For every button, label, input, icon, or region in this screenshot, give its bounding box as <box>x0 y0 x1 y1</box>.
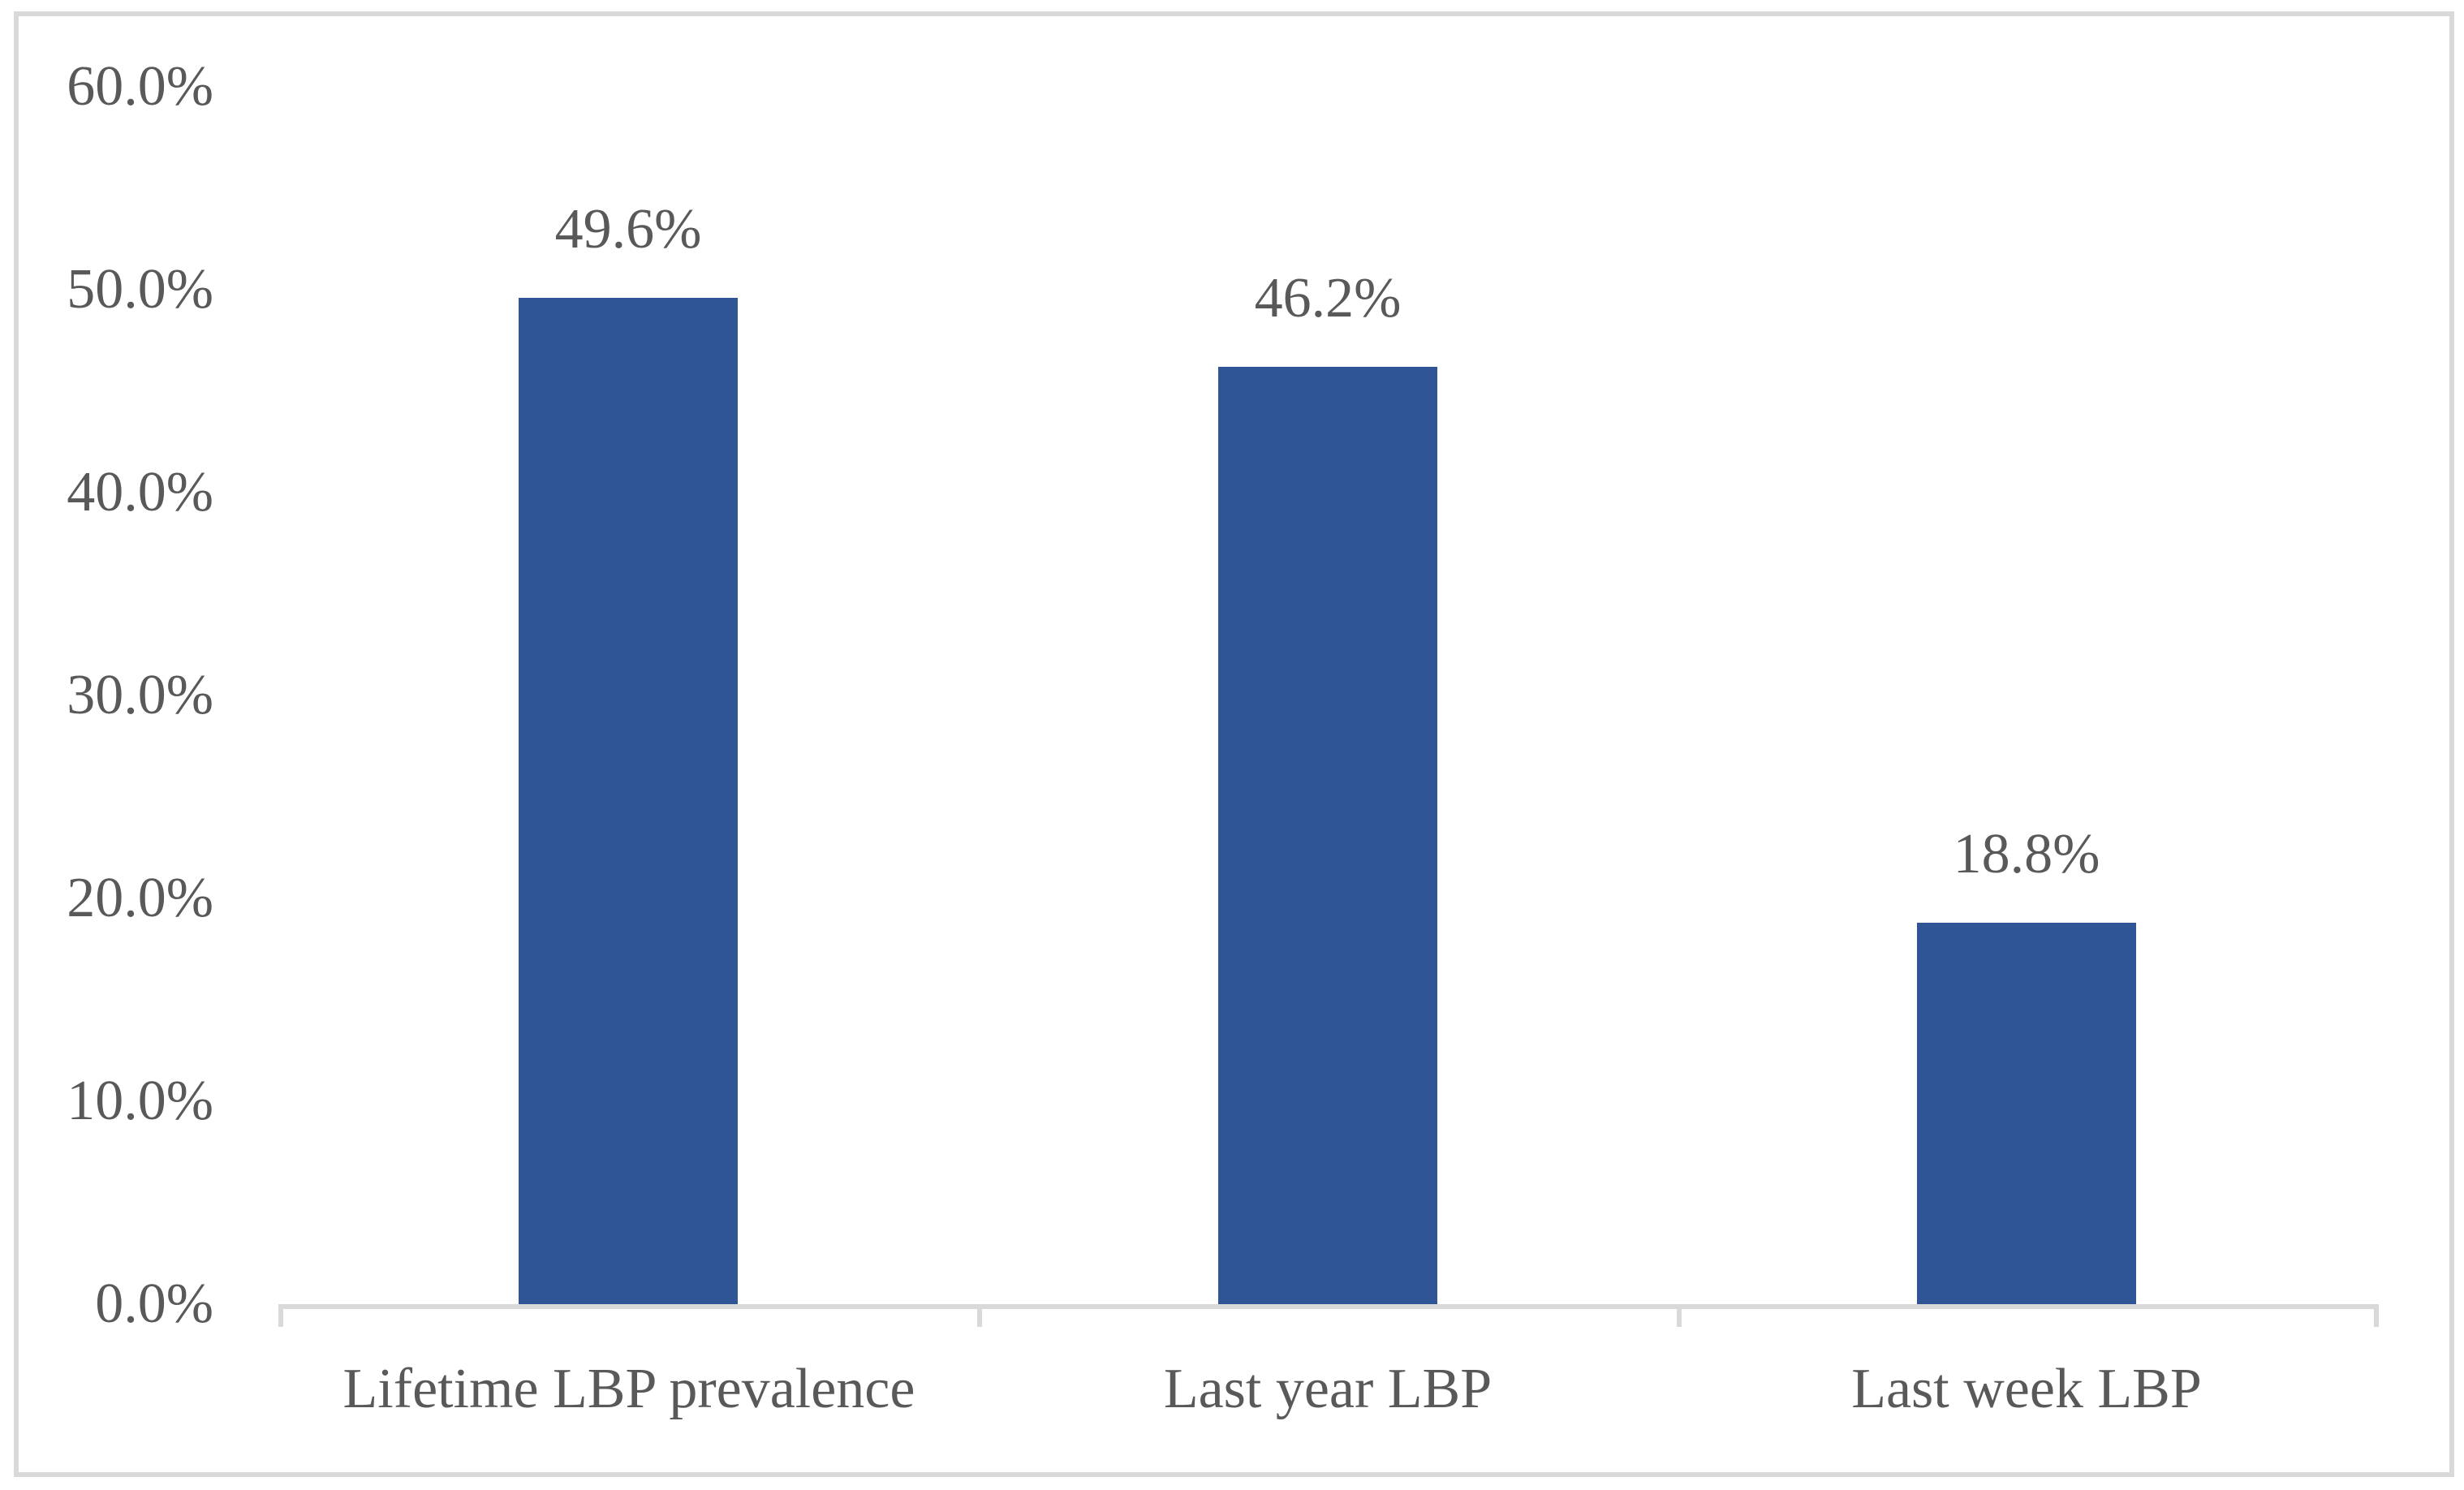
y-axis-label-50: 50.0% <box>67 258 213 321</box>
y-axis-label-10: 10.0% <box>67 1070 213 1132</box>
y-axis-label-30: 30.0% <box>67 664 213 726</box>
bar-lifetime-lbp <box>519 298 738 1304</box>
y-axis-label-60: 60.0% <box>67 55 213 118</box>
x-axis-line <box>278 1304 2379 1309</box>
x-axis-tick-2 <box>977 1304 982 1327</box>
x-axis-tick-3 <box>1677 1304 1682 1327</box>
y-axis-label-20: 20.0% <box>67 867 213 929</box>
bar-value-label: 49.6% <box>554 198 702 261</box>
bar-last-year-lbp <box>1218 367 1437 1304</box>
x-axis-tick-1 <box>278 1304 283 1327</box>
category-label-lifetime-lbp: Lifetime LBP prevalence <box>342 1358 915 1420</box>
y-axis-label-40: 40.0% <box>67 461 213 523</box>
x-axis-tick-4 <box>2374 1304 2379 1327</box>
category-label-last-year-lbp: Last year LBP <box>1163 1358 1493 1420</box>
bar-value-label: 18.8% <box>1953 823 2100 885</box>
category-label-last-week-lbp: Last week LBP <box>1851 1358 2202 1420</box>
bar-last-week-lbp <box>1917 923 2136 1304</box>
bar-value-label: 46.2% <box>1254 267 1402 329</box>
y-axis-label-0: 0.0% <box>95 1273 213 1335</box>
